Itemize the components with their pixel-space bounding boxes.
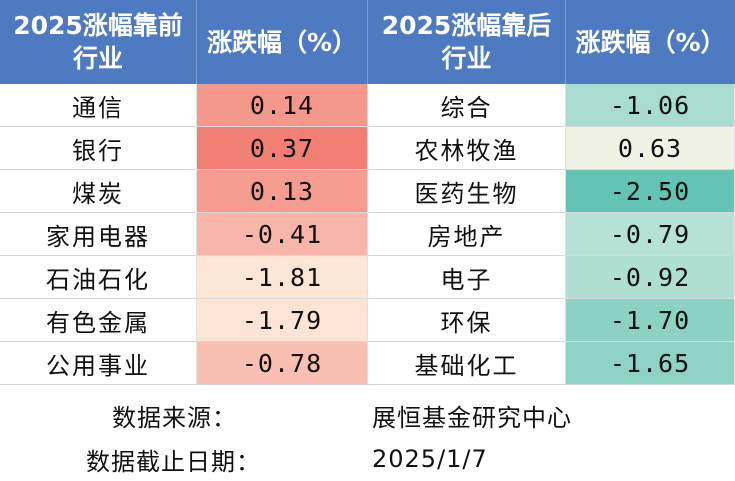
bottom-industry-change: -0.79	[566, 213, 735, 256]
top-industry-change: -0.78	[197, 342, 368, 385]
date-value: 2025/1/7	[372, 445, 488, 473]
top-industry-name: 煤炭	[0, 170, 197, 213]
bottom-industry-change: -1.06	[566, 84, 735, 127]
bottom-industry-name: 综合	[368, 84, 566, 127]
footer-date-row: 数据截止日期： 2025/1/7	[0, 437, 735, 481]
top-industry-change: -0.41	[197, 213, 368, 256]
top-industry-change: -1.79	[197, 299, 368, 342]
bottom-industry-change: -1.70	[566, 299, 735, 342]
source-value: 展恒基金研究中心	[372, 403, 572, 432]
footer: 数据来源： 展恒基金研究中心 数据截止日期： 2025/1/7	[0, 385, 735, 481]
top-industry-name: 公用事业	[0, 342, 197, 385]
top-industry-name: 通信	[0, 84, 197, 127]
header-top-industry-line2: 行业	[72, 44, 123, 73]
bottom-industry-name: 基础化工	[368, 342, 566, 385]
top-industry-name: 有色金属	[0, 299, 197, 342]
header-bottom-industry-line2: 行业	[441, 44, 492, 73]
industry-performance-table: 2025涨幅靠前 行业 涨跌幅（%） 2025涨幅靠后 行业 涨跌幅（%） 通信…	[0, 0, 735, 385]
footer-source-row: 数据来源： 展恒基金研究中心	[0, 393, 735, 437]
header-top-change: 涨跌幅（%）	[197, 0, 368, 84]
bottom-industry-change: -0.92	[566, 256, 735, 299]
bottom-industry-change: -2.50	[566, 170, 735, 213]
bottom-industry-change: -1.65	[566, 342, 735, 385]
bottom-industry-name: 医药生物	[368, 170, 566, 213]
header-top-industry-line1: 2025涨幅靠前	[13, 11, 183, 40]
date-label: 数据截止日期：	[86, 447, 261, 476]
bottom-industry-name: 电子	[368, 256, 566, 299]
top-industry-change: 0.13	[197, 170, 368, 213]
source-label: 数据来源：	[112, 403, 237, 432]
header-bottom-industry: 2025涨幅靠后 行业	[368, 0, 566, 84]
header-bottom-industry-line1: 2025涨幅靠后	[381, 11, 552, 40]
top-industry-name: 银行	[0, 127, 197, 170]
top-industry-name: 家用电器	[0, 213, 197, 256]
bottom-industry-change: 0.63	[566, 127, 735, 170]
top-industry-change: 0.37	[197, 127, 368, 170]
header-top-industry: 2025涨幅靠前 行业	[0, 0, 197, 84]
top-industry-name: 石油石化	[0, 256, 197, 299]
top-industry-change: 0.14	[197, 84, 368, 127]
header-bottom-change: 涨跌幅（%）	[566, 0, 735, 84]
top-industry-change: -1.81	[197, 256, 368, 299]
bottom-industry-name: 环保	[368, 299, 566, 342]
header-bottom-change-label: 涨跌幅（%）	[575, 27, 726, 57]
bottom-industry-name: 房地产	[368, 213, 566, 256]
header-top-change-label: 涨跌幅（%）	[206, 27, 358, 57]
bottom-industry-name: 农林牧渔	[368, 127, 566, 170]
